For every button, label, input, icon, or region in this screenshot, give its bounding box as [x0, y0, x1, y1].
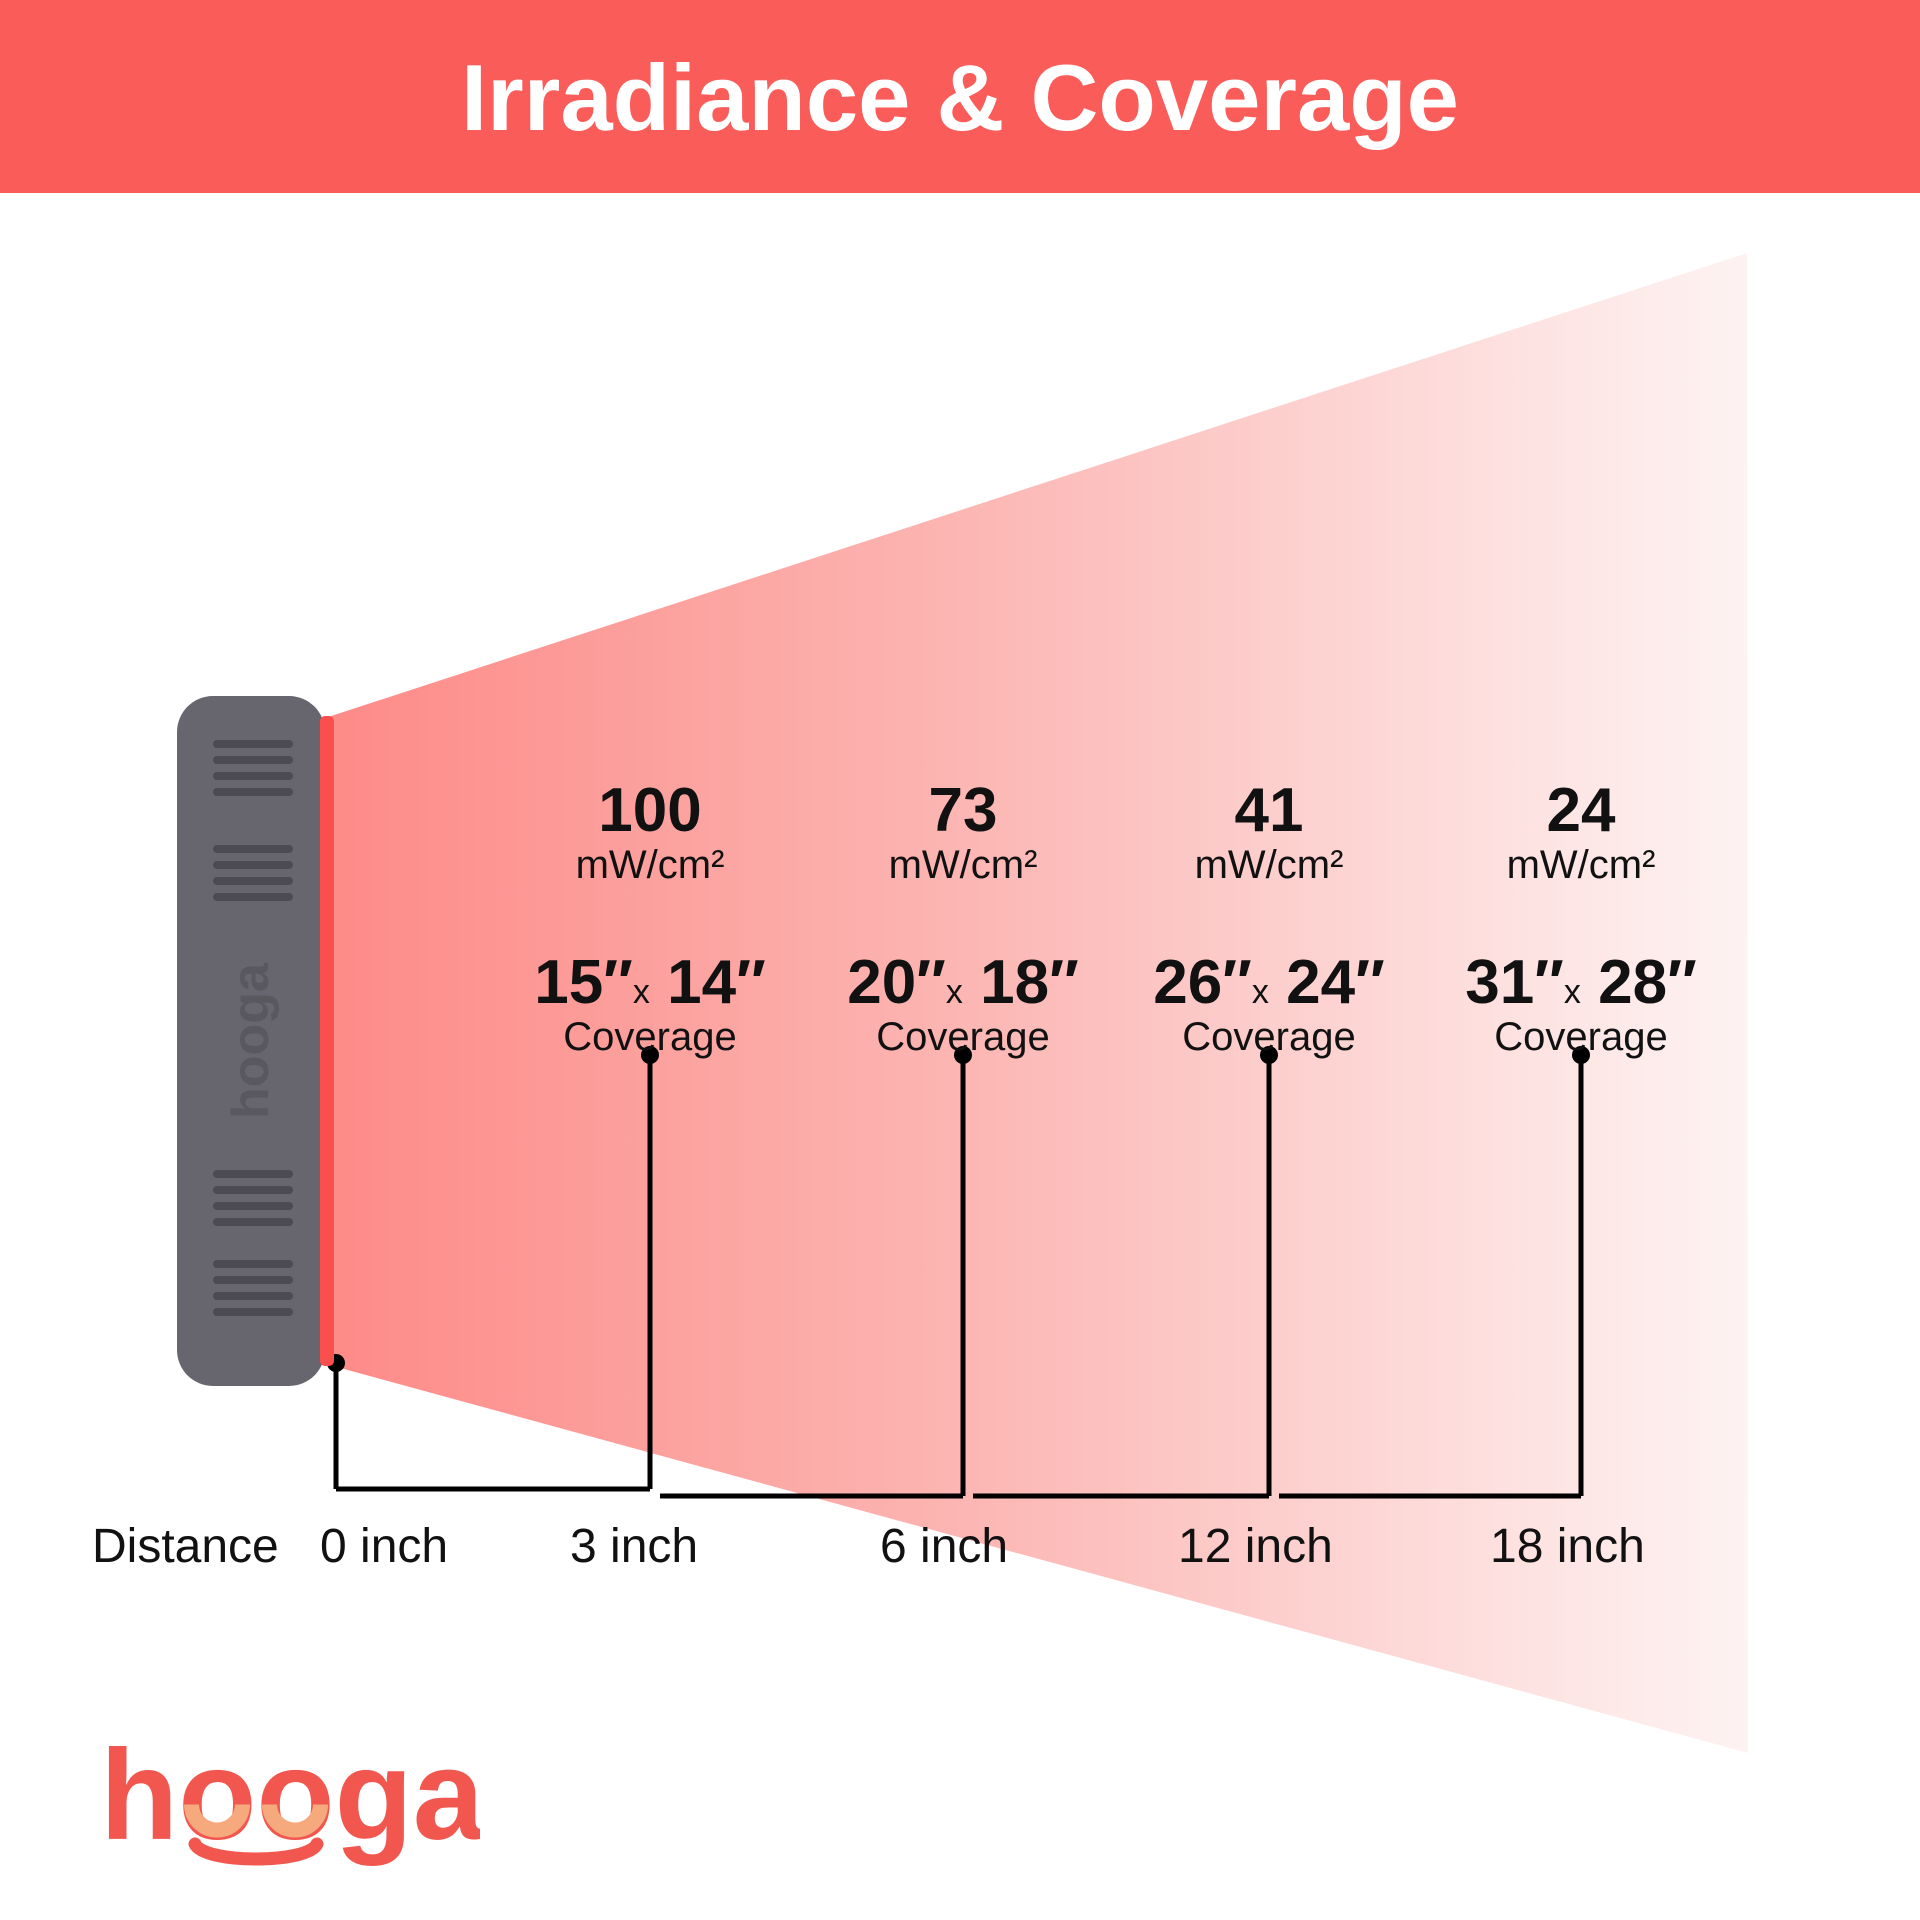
svg-text:hooga: hooga — [100, 1731, 480, 1867]
